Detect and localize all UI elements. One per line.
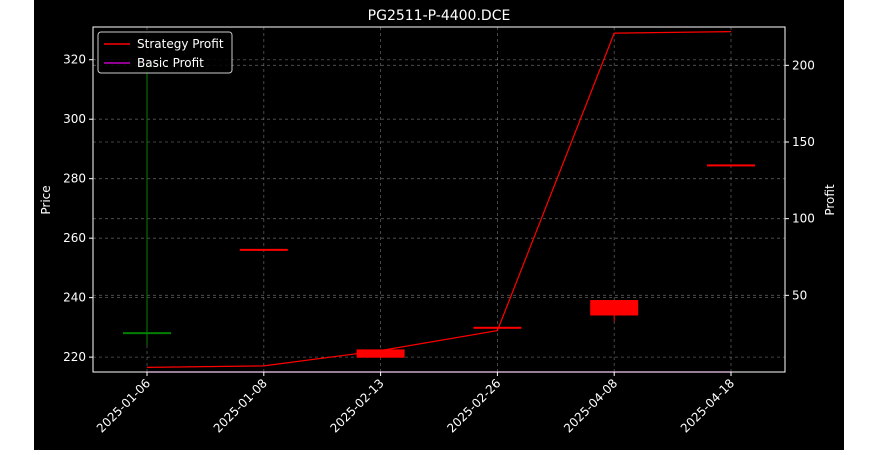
candle-body <box>473 326 522 329</box>
price-axis-label: Price <box>39 185 53 214</box>
price-tick-label: 320 <box>63 53 86 67</box>
legend-box <box>97 31 233 74</box>
price-tick-label: 260 <box>63 231 86 245</box>
candle-body <box>707 164 755 167</box>
date-tick-label: 2025-01-06 <box>94 376 153 435</box>
plot-frame <box>92 26 786 373</box>
candle-body <box>239 248 288 251</box>
strategy-profit-line <box>146 31 732 368</box>
candle-body <box>123 332 171 335</box>
date-tick-label: 2025-01-08 <box>211 376 270 435</box>
price-tick-label: 300 <box>63 112 86 126</box>
grid <box>93 27 785 372</box>
date-tick-label: 2025-04-18 <box>678 376 737 435</box>
price-axis: 220 240 260 280 300 320 <box>63 53 93 364</box>
date-tick-label: 2025-02-13 <box>328 376 387 435</box>
date-tick-label: 2025-02-26 <box>444 376 503 435</box>
profit-tick-label: 100 <box>792 212 815 226</box>
profit-axis: 50 100 150 200 <box>785 58 815 302</box>
profit-tick-label: 150 <box>792 135 815 149</box>
price-tick-label: 240 <box>63 291 86 305</box>
price-tick-label: 220 <box>63 350 86 364</box>
profit-axis-label: Profit <box>823 184 837 216</box>
candle-body <box>356 349 405 358</box>
price-tick-label: 280 <box>63 172 86 186</box>
profit-tick-label: 200 <box>792 58 815 72</box>
profit-tick-label: 50 <box>792 288 807 302</box>
chart-figure: PG2511-P-4400.DCE 220 240 260 280 300 320 50 1… <box>34 0 844 450</box>
legend-label-basic-profit: Basic Profit <box>137 56 204 70</box>
date-tick-label: 2025-04-08 <box>561 376 620 435</box>
chart-title: PG2511-P-4400.DCE <box>368 8 511 24</box>
profit-lines <box>146 31 732 373</box>
candles <box>123 62 755 358</box>
date-axis: 2025-01-06 2025-01-08 2025-02-13 2025-02-26… <box>94 372 737 435</box>
legend-label-strategy-profit: Strategy Profit <box>137 37 224 51</box>
candle-body <box>590 300 639 316</box>
legend: Strategy Profit Basic Profit <box>97 31 233 74</box>
chart-svg: PG2511-P-4400.DCE 220 240 260 280 300 320 50 1… <box>39 8 837 435</box>
